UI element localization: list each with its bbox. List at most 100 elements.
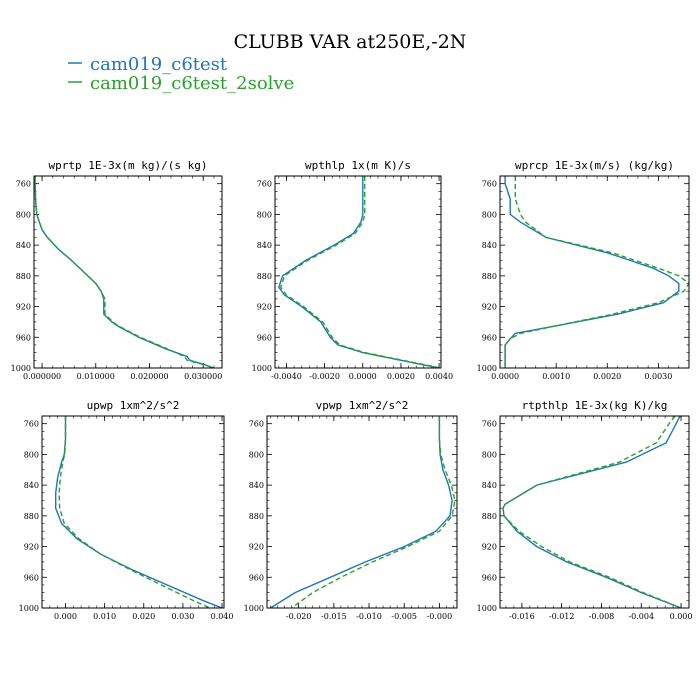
- x-tick-label: -0.012: [549, 612, 575, 621]
- x-tick-label: 0.040: [211, 612, 234, 621]
- y-tick-label: 760: [16, 180, 31, 189]
- figure-title: CLUBB VAR at250E,-2N: [234, 31, 467, 53]
- x-tick-label: 0.000: [54, 612, 77, 621]
- series-line-2: [502, 416, 682, 608]
- x-tick-label: 0.0020: [387, 372, 415, 381]
- plot-frame: [499, 415, 690, 609]
- x-tick-label: -0.015: [321, 612, 347, 621]
- y-tick-label: 760: [257, 180, 272, 189]
- y-tick-label: 840: [24, 481, 39, 490]
- y-tick-label: 920: [482, 543, 497, 552]
- y-tick-label: 1000: [19, 604, 39, 613]
- y-tick-label: 800: [482, 450, 497, 459]
- plot-frame: [266, 415, 458, 609]
- panel-title: wprtp 1E-3x(m kg)/(s kg): [49, 159, 208, 172]
- y-tick-label: 960: [482, 333, 497, 342]
- y-tick-label: 920: [482, 303, 497, 312]
- x-tick-label: 0.010: [93, 612, 116, 621]
- y-tick-label: 960: [16, 333, 31, 342]
- x-tick-label: 0.030000: [184, 372, 222, 381]
- plot-frame: [33, 175, 223, 369]
- y-tick-label: 1000: [244, 604, 264, 613]
- y-tick-label: 840: [482, 481, 497, 490]
- x-tick-label: 0.0010: [542, 372, 570, 381]
- y-tick-label: 960: [249, 573, 264, 582]
- y-tick-label: 920: [249, 543, 264, 552]
- x-tick-label: 0.0020: [593, 372, 621, 381]
- plot-frame: [41, 415, 225, 609]
- y-tick-label: 800: [482, 210, 497, 219]
- y-tick-label: 880: [482, 512, 497, 521]
- series-line-1: [55, 416, 223, 608]
- y-tick-label: 840: [16, 241, 31, 250]
- panel-5: vpwp 1xm^2/s^2 760 800 840 880 920 960 1000 -0.0…: [244, 399, 458, 621]
- series-line-2: [279, 176, 441, 368]
- y-tick-label: 880: [257, 272, 272, 281]
- panel-title: wprcp 1E-3x(m/s) (kg/kg): [515, 159, 674, 172]
- plot-frame: [499, 175, 690, 369]
- y-tick-label: 920: [24, 543, 39, 552]
- panel-title: vpwp 1xm^2/s^2: [316, 399, 409, 412]
- x-tick-label: 0.000: [670, 612, 693, 621]
- x-tick-label: -0.0020: [309, 372, 340, 381]
- series-line-1: [34, 176, 215, 368]
- x-tick-label: -0.020: [286, 612, 312, 621]
- legend-label-1: cam019_c6test: [90, 54, 228, 75]
- y-tick-label: 840: [482, 241, 497, 250]
- y-tick-label: 800: [16, 210, 31, 219]
- panel-4: upwp 1xm^2/s^2 760 800 840 880 920 960 1000 0.00…: [19, 399, 234, 621]
- x-tick-label: -0.000: [427, 612, 453, 621]
- series-line-1: [278, 176, 440, 368]
- x-tick-label: -0.008: [589, 612, 615, 621]
- series-line-2: [58, 416, 211, 608]
- y-tick-label: 800: [257, 210, 272, 219]
- y-tick-label: 880: [16, 272, 31, 281]
- series-line-2: [34, 176, 215, 368]
- y-tick-label: 880: [249, 512, 264, 521]
- panel-1: wprtp 1E-3x(m kg)/(s kg) 760 800 840 880 920 9…: [11, 159, 223, 381]
- y-tick-label: 880: [482, 272, 497, 281]
- y-tick-label: 920: [16, 303, 31, 312]
- plot-frame: [274, 175, 442, 369]
- y-tick-label: 760: [249, 420, 264, 429]
- y-tick-label: 800: [249, 450, 264, 459]
- x-tick-label: 0.0000: [349, 372, 377, 381]
- legend-label-2: cam019_c6test_2solve: [90, 73, 294, 94]
- x-tick-label: -0.016: [509, 612, 535, 621]
- x-tick-label: -0.005: [391, 612, 417, 621]
- legend: cam019_c6test cam019_c6test_2solve: [68, 54, 294, 94]
- y-tick-label: 1000: [477, 364, 497, 373]
- x-tick-label: 0.020: [132, 612, 155, 621]
- x-tick-label: 0.020000: [130, 372, 168, 381]
- panel-6: rtpthlp 1E-3x(kg K)/kg 760 800 840 880 920 960…: [477, 399, 693, 621]
- panel-title: rtpthlp 1E-3x(kg K)/kg: [522, 399, 668, 412]
- series-line-1: [502, 416, 682, 608]
- y-tick-label: 920: [257, 303, 272, 312]
- x-tick-label: -0.010: [356, 612, 382, 621]
- y-tick-label: 1000: [11, 364, 31, 373]
- x-tick-label: 0.030: [171, 612, 194, 621]
- y-tick-label: 880: [24, 512, 39, 521]
- series-line-2: [291, 416, 456, 608]
- x-tick-label: 0.0000: [491, 372, 519, 381]
- panel-2: wpthlp 1x(m K)/s7608008408809209601000-0…: [252, 159, 453, 381]
- x-tick-label: 0.000000: [23, 372, 61, 381]
- series-line-1: [270, 416, 453, 608]
- x-tick-label: 0.010000: [77, 372, 115, 381]
- y-tick-label: 1000: [252, 364, 272, 373]
- y-tick-label: 960: [257, 333, 272, 342]
- y-tick-label: 760: [482, 180, 497, 189]
- y-tick-label: 960: [482, 573, 497, 582]
- panel-3: wprcp 1E-3x(m/s) (kg/kg) 760 800 840 880 920 9…: [477, 159, 690, 381]
- x-tick-label: 0.0040: [425, 372, 453, 381]
- x-tick-label: -0.0040: [271, 372, 302, 381]
- y-tick-label: 760: [482, 420, 497, 429]
- y-tick-label: 840: [257, 241, 272, 250]
- y-tick-label: 760: [24, 420, 39, 429]
- x-tick-label: 0.0030: [644, 372, 672, 381]
- panels: wprtp 1E-3x(m kg)/(s kg) 760 800 840 880 920 9…: [11, 159, 693, 621]
- y-tick-label: 800: [24, 450, 39, 459]
- y-tick-label: 840: [249, 481, 264, 490]
- y-tick-label: 960: [24, 573, 39, 582]
